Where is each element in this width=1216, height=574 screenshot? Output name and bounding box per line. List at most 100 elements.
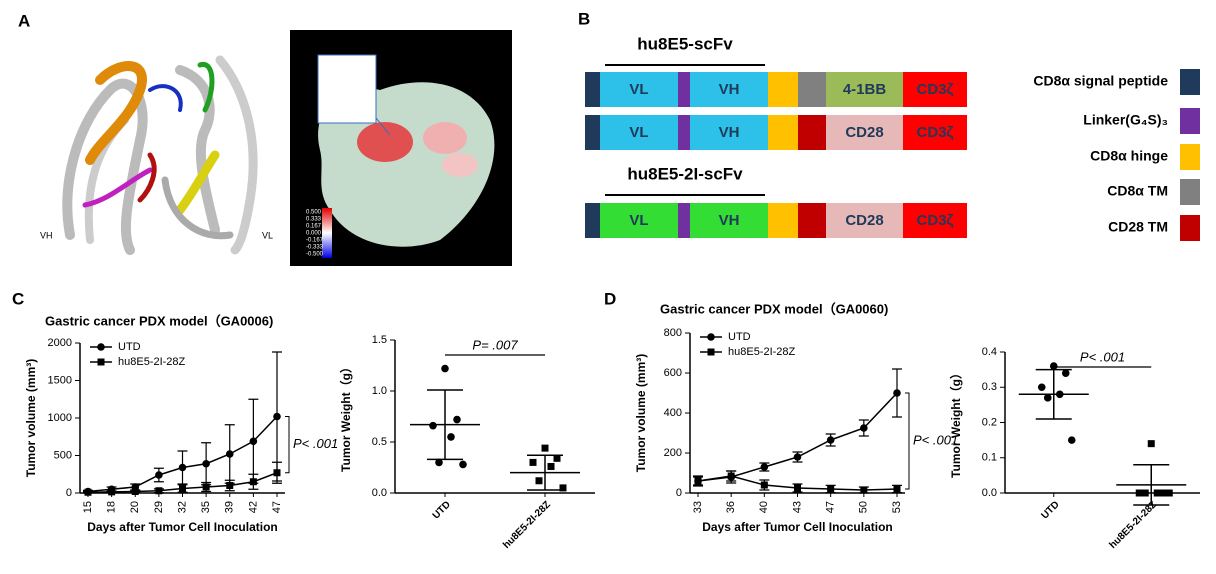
construct-segment — [678, 203, 690, 238]
y-tick-label: 800 — [664, 327, 682, 339]
data-point — [226, 482, 234, 489]
y-axis-label: Tumor volume (mm³) — [24, 359, 38, 477]
data-point — [225, 450, 234, 458]
x-tick-label: 43 — [791, 501, 803, 513]
x-tick-label: 29 — [153, 501, 165, 513]
series-line — [697, 392, 898, 482]
colorbar-tick-label: 0.500 — [306, 210, 322, 216]
data-point — [447, 433, 455, 441]
colorbar-tick-label: -0.333 — [306, 245, 324, 251]
segment-label: VH — [719, 212, 740, 229]
construct-segment — [826, 115, 903, 150]
data-point — [249, 478, 257, 486]
data-point — [202, 459, 210, 468]
y-axis-label: Tumor Weight（g） — [338, 361, 353, 472]
structure-label: VL — [262, 230, 273, 240]
x-tick-label: hu8E5-2I-28Z — [1107, 499, 1159, 551]
y-axis-label: Tumor volume (mm³) — [634, 354, 648, 472]
data-point — [273, 469, 281, 477]
segment-label: CD28 — [845, 212, 883, 229]
segment-label: VL — [629, 81, 648, 98]
segment-label: CD28 — [845, 124, 883, 141]
construct-segment — [678, 72, 690, 107]
panel-label: C — [12, 289, 24, 308]
x-tick-label: 33 — [692, 501, 704, 513]
panel-label: D — [604, 289, 616, 308]
data-point — [553, 454, 561, 462]
construct-segment — [600, 115, 678, 150]
panel-label: B — [578, 9, 590, 28]
legend-marker — [97, 343, 105, 351]
construct-segment — [798, 72, 826, 107]
legend-label: Linker(G₄S)₃ — [1083, 112, 1168, 128]
data-point — [202, 483, 210, 491]
legend-marker — [707, 348, 715, 356]
data-point — [1043, 394, 1052, 402]
construct-segment — [768, 203, 798, 238]
panel-label: A — [18, 11, 30, 30]
x-tick-label: 35 — [200, 501, 212, 513]
legend-label: CD28 TM — [1108, 219, 1168, 235]
data-point — [893, 485, 901, 493]
colorbar-tick-label: 0.000 — [306, 231, 322, 237]
y-tick-label: 0.1 — [982, 452, 997, 464]
colorbar-tick-label: -0.167 — [306, 238, 324, 244]
y-tick-label: 0.4 — [982, 346, 997, 358]
chart-title: Gastric cancer PDX model（GA0006) — [45, 313, 273, 328]
segment-label: CD3ζ — [917, 124, 954, 141]
data-point — [249, 437, 258, 446]
data-point — [1135, 489, 1143, 497]
construct-segment — [690, 72, 768, 107]
segment-label: VL — [629, 124, 648, 141]
y-tick-label: 1500 — [48, 374, 72, 386]
x-tick-label: UTD — [1039, 499, 1061, 521]
y-tick-label: 0 — [676, 487, 682, 499]
x-tick-label: 47 — [271, 501, 283, 513]
construct-heading: hu8E5-scFv — [637, 34, 733, 53]
data-point — [860, 424, 868, 432]
data-point — [1061, 369, 1070, 377]
construct-segment — [826, 203, 903, 238]
error-bar — [1133, 464, 1170, 506]
y-tick-label: 0.5 — [372, 436, 387, 448]
construct-segment — [903, 72, 967, 107]
legend-swatch — [1180, 215, 1200, 241]
construct-segment — [585, 203, 600, 238]
data-point — [179, 485, 186, 492]
y-tick-label: 1.0 — [372, 385, 387, 397]
data-point — [108, 488, 116, 496]
data-point — [1159, 489, 1167, 497]
y-tick-label: 1000 — [48, 412, 72, 424]
x-tick-label: 40 — [758, 501, 770, 513]
legend-marker — [97, 358, 105, 366]
info-pointer — [375, 117, 391, 136]
y-tick-label: 0.2 — [982, 416, 997, 428]
data-point — [273, 412, 281, 421]
data-point — [547, 462, 555, 470]
significance-bracket — [905, 392, 910, 490]
data-point — [1049, 362, 1058, 370]
construct-segment — [903, 203, 967, 238]
legend-label: hu8E5-2I-28Z — [728, 346, 796, 358]
x-tick-label: 50 — [858, 501, 870, 513]
significance-label: P< .001 — [1080, 349, 1125, 364]
surface-patch — [442, 153, 478, 177]
y-tick-label: 0.3 — [982, 381, 997, 393]
construct-segment — [798, 203, 826, 238]
legend-swatch — [1180, 108, 1200, 134]
legend-swatch — [1180, 179, 1200, 205]
data-point — [1067, 436, 1076, 444]
colorbar-tick-label: 0.167 — [306, 224, 322, 230]
legend-marker — [707, 333, 715, 341]
data-point — [893, 389, 901, 397]
segment-label: VH — [719, 124, 740, 141]
y-tick-label: 400 — [664, 407, 682, 419]
significance-label: P< .001 — [913, 432, 958, 447]
x-tick-label: hu8E5-2I-28Z — [501, 499, 553, 551]
data-point — [429, 421, 437, 430]
segment-label: CD3ζ — [917, 81, 954, 98]
x-tick-label: 42 — [247, 501, 259, 513]
data-point — [1141, 489, 1149, 497]
x-tick-label: 15 — [82, 501, 94, 513]
